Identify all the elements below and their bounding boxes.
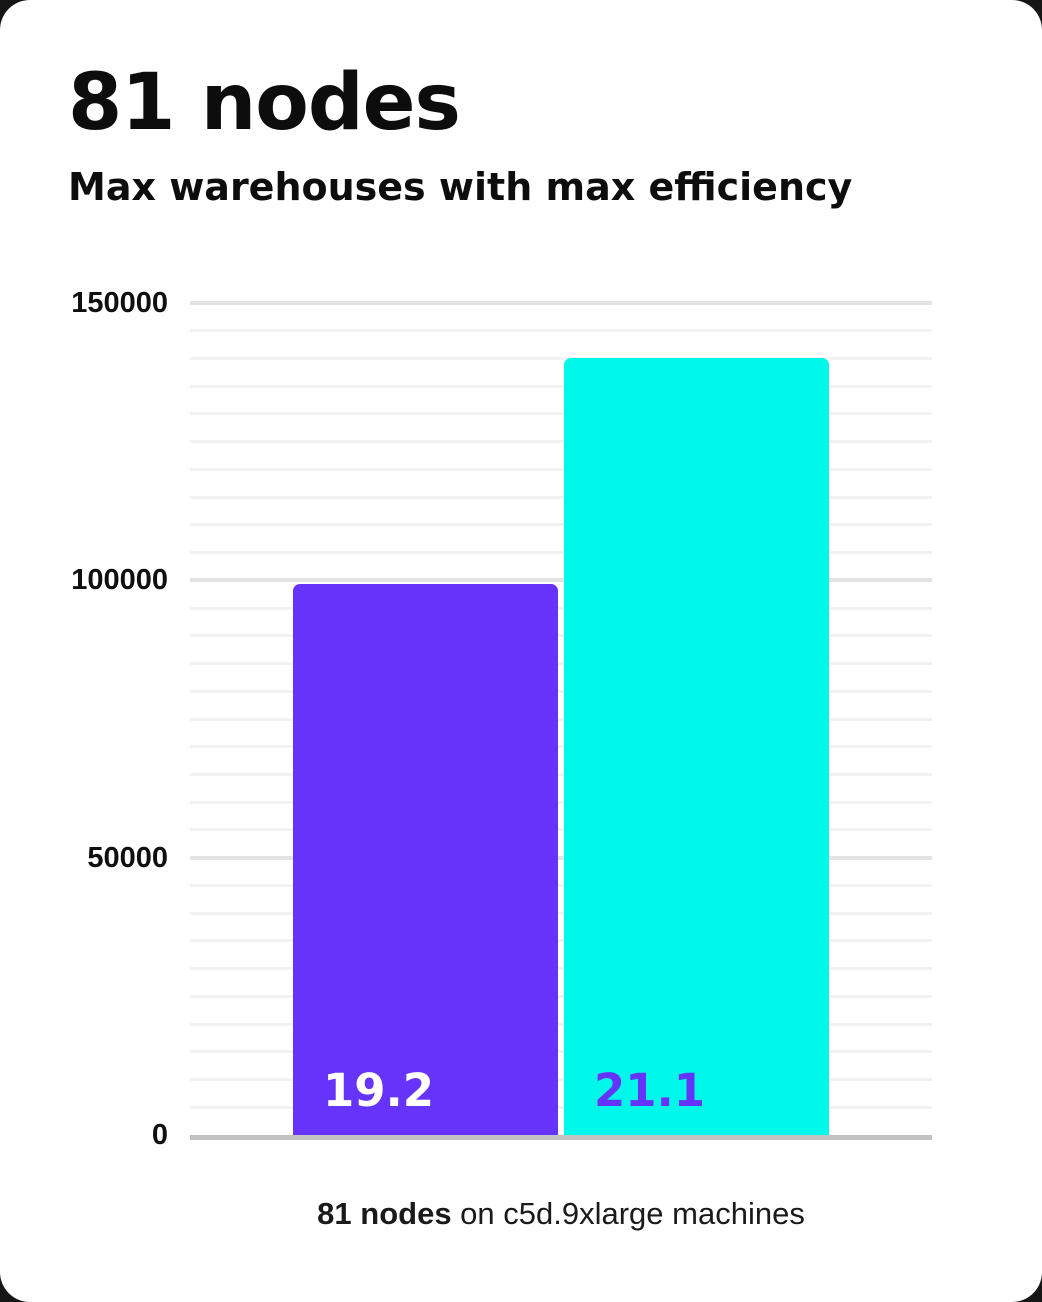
minor-gridline: [190, 828, 932, 832]
minor-gridline: [190, 606, 932, 610]
minor-gridline: [190, 911, 932, 915]
minor-gridline: [190, 634, 932, 638]
bar-value-label: 21.1: [594, 1064, 706, 1117]
y-tick-label: 50000: [87, 841, 168, 874]
minor-gridline: [190, 412, 932, 416]
minor-gridline: [190, 384, 932, 388]
y-tick-label: 0: [151, 1119, 168, 1151]
minor-gridline: [190, 717, 932, 721]
minor-gridline: [190, 939, 932, 943]
minor-gridline: [190, 745, 932, 749]
y-axis-labels: 0 50000 100000 150000: [0, 0, 168, 1302]
bar-21.1: 21.1: [564, 358, 829, 1135]
minor-gridline: [190, 689, 932, 693]
minor-gridline: [190, 800, 932, 804]
major-gridline: [190, 578, 932, 583]
chart-caption: 81 nodes on c5d.9xlarge machines: [190, 1196, 932, 1232]
y-tick-label: 100000: [71, 564, 168, 597]
minor-gridline: [190, 1050, 932, 1054]
plot-area: 19.2 21.1: [190, 301, 932, 1140]
minor-gridline: [190, 994, 932, 998]
minor-gridline: [190, 1105, 932, 1109]
major-gridline: [190, 855, 932, 860]
page-title: 81 nodes: [68, 58, 461, 148]
bar-value-label: 19.2: [323, 1064, 435, 1117]
minor-gridline: [190, 1078, 932, 1082]
major-gridline: [190, 301, 932, 305]
minor-gridline: [190, 356, 932, 360]
minor-gridline: [190, 523, 932, 527]
minor-gridline: [190, 1022, 932, 1026]
page-subtitle: Max warehouses with max efficiency: [68, 165, 853, 209]
y-tick-label: 150000: [71, 287, 168, 319]
minor-gridline: [190, 883, 932, 887]
caption-bold-text: 81 nodes: [317, 1196, 452, 1231]
bar-19.2: 19.2: [293, 583, 558, 1135]
minor-gridline: [190, 967, 932, 971]
caption-rest-text: on c5d.9xlarge machines: [451, 1196, 805, 1231]
minor-gridline: [190, 495, 932, 499]
minor-gridline: [190, 662, 932, 666]
minor-gridline: [190, 772, 932, 776]
minor-gridline: [190, 551, 932, 555]
minor-gridline: [190, 467, 932, 471]
minor-gridline: [190, 440, 932, 444]
minor-gridline: [190, 329, 932, 333]
x-axis-line: [190, 1135, 932, 1140]
